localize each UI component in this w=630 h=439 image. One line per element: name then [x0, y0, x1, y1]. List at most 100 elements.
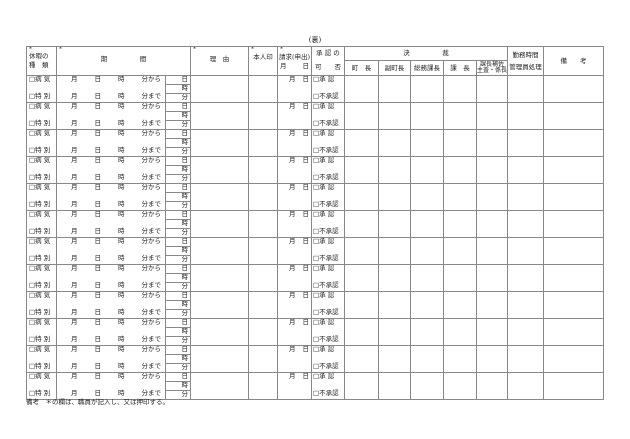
- work-time-cell[interactable]: [507, 345, 545, 373]
- reason-cell[interactable]: [190, 183, 249, 211]
- assistant-chief-seal-cell[interactable]: [475, 237, 509, 265]
- period-cell[interactable]: 月日時分から月日時分まで: [56, 156, 166, 184]
- days-cell[interactable]: 日: [165, 210, 191, 220]
- remarks-cell[interactable]: [543, 291, 605, 319]
- leave-kind-cell[interactable]: □病 気 □特 別: [26, 156, 57, 184]
- assistant-chief-seal-cell[interactable]: [475, 210, 509, 238]
- general-affairs-chief-seal-cell[interactable]: [410, 345, 444, 373]
- remarks-cell[interactable]: [543, 102, 605, 130]
- mayor-seal-cell[interactable]: [344, 102, 379, 130]
- request-date-cell[interactable]: 月日: [277, 318, 312, 346]
- request-date-cell[interactable]: 月日: [277, 156, 312, 184]
- leave-kind-cell[interactable]: □病 気 □特 別: [26, 291, 57, 319]
- request-date-cell[interactable]: 月日: [277, 372, 312, 400]
- section-chief-seal-cell[interactable]: [443, 291, 477, 319]
- request-date-cell[interactable]: 月日: [277, 264, 312, 292]
- assistant-chief-seal-cell[interactable]: [475, 129, 509, 157]
- section-chief-seal-cell[interactable]: [443, 102, 477, 130]
- general-affairs-chief-seal-cell[interactable]: [410, 75, 444, 103]
- assistant-chief-seal-cell[interactable]: [475, 183, 509, 211]
- days-cell[interactable]: 日: [165, 156, 191, 166]
- leave-kind-cell[interactable]: □病 気 □特 別: [26, 372, 57, 400]
- leave-kind-cell[interactable]: □病 気 □特 別: [26, 237, 57, 265]
- approval-cell[interactable]: □承 認 □不承認: [311, 102, 345, 130]
- reason-cell[interactable]: [190, 345, 249, 373]
- seal-cell[interactable]: [248, 318, 278, 346]
- approval-cell[interactable]: □承 認 □不承認: [311, 345, 345, 373]
- deputy-mayor-seal-cell[interactable]: [378, 129, 411, 157]
- mayor-seal-cell[interactable]: [344, 75, 379, 103]
- minutes-cell[interactable]: 分: [165, 147, 191, 157]
- minutes-cell[interactable]: 分: [165, 282, 191, 292]
- minutes-cell[interactable]: 分: [165, 120, 191, 130]
- assistant-chief-seal-cell[interactable]: [475, 102, 509, 130]
- hours-cell[interactable]: 時: [165, 165, 191, 175]
- work-time-cell[interactable]: [507, 156, 545, 184]
- leave-kind-cell[interactable]: □病 気 □特 別: [26, 102, 57, 130]
- approval-cell[interactable]: □承 認 □不承認: [311, 264, 345, 292]
- section-chief-seal-cell[interactable]: [443, 183, 477, 211]
- work-time-cell[interactable]: [507, 75, 545, 103]
- seal-cell[interactable]: [248, 156, 278, 184]
- seal-cell[interactable]: [248, 75, 278, 103]
- remarks-cell[interactable]: [543, 156, 605, 184]
- hours-cell[interactable]: 時: [165, 84, 191, 94]
- days-cell[interactable]: 日: [165, 345, 191, 355]
- period-cell[interactable]: 月日時分から月日時分まで: [56, 183, 166, 211]
- request-date-cell[interactable]: 月日: [277, 210, 312, 238]
- deputy-mayor-seal-cell[interactable]: [378, 318, 411, 346]
- assistant-chief-seal-cell[interactable]: [475, 264, 509, 292]
- approval-cell[interactable]: □承 認 □不承認: [311, 183, 345, 211]
- general-affairs-chief-seal-cell[interactable]: [410, 210, 444, 238]
- general-affairs-chief-seal-cell[interactable]: [410, 291, 444, 319]
- remarks-cell[interactable]: [543, 210, 605, 238]
- reason-cell[interactable]: [190, 291, 249, 319]
- seal-cell[interactable]: [248, 264, 278, 292]
- mayor-seal-cell[interactable]: [344, 129, 379, 157]
- section-chief-seal-cell[interactable]: [443, 318, 477, 346]
- work-time-cell[interactable]: [507, 318, 545, 346]
- work-time-cell[interactable]: [507, 129, 545, 157]
- days-cell[interactable]: 日: [165, 183, 191, 193]
- deputy-mayor-seal-cell[interactable]: [378, 291, 411, 319]
- hours-cell[interactable]: 時: [165, 246, 191, 256]
- general-affairs-chief-seal-cell[interactable]: [410, 264, 444, 292]
- period-cell[interactable]: 月日時分から月日時分まで: [56, 210, 166, 238]
- mayor-seal-cell[interactable]: [344, 237, 379, 265]
- section-chief-seal-cell[interactable]: [443, 345, 477, 373]
- seal-cell[interactable]: [248, 129, 278, 157]
- hours-cell[interactable]: 時: [165, 381, 191, 391]
- minutes-cell[interactable]: 分: [165, 201, 191, 211]
- approval-cell[interactable]: □承 認 □不承認: [311, 372, 345, 400]
- minutes-cell[interactable]: 分: [165, 309, 191, 319]
- request-date-cell[interactable]: 月日: [277, 183, 312, 211]
- period-cell[interactable]: 月日時分から月日時分まで: [56, 129, 166, 157]
- deputy-mayor-seal-cell[interactable]: [378, 210, 411, 238]
- general-affairs-chief-seal-cell[interactable]: [410, 318, 444, 346]
- request-date-cell[interactable]: 月日: [277, 345, 312, 373]
- mayor-seal-cell[interactable]: [344, 318, 379, 346]
- remarks-cell[interactable]: [543, 345, 605, 373]
- request-date-cell[interactable]: 月日: [277, 75, 312, 103]
- period-cell[interactable]: 月日時分から月日時分まで: [56, 291, 166, 319]
- work-time-cell[interactable]: [507, 183, 545, 211]
- minutes-cell[interactable]: 分: [165, 93, 191, 103]
- work-time-cell[interactable]: [507, 372, 545, 400]
- assistant-chief-seal-cell[interactable]: [475, 291, 509, 319]
- remarks-cell[interactable]: [543, 129, 605, 157]
- remarks-cell[interactable]: [543, 318, 605, 346]
- mayor-seal-cell[interactable]: [344, 345, 379, 373]
- deputy-mayor-seal-cell[interactable]: [378, 156, 411, 184]
- section-chief-seal-cell[interactable]: [443, 264, 477, 292]
- reason-cell[interactable]: [190, 75, 249, 103]
- minutes-cell[interactable]: 分: [165, 390, 191, 400]
- assistant-chief-seal-cell[interactable]: [475, 156, 509, 184]
- assistant-chief-seal-cell[interactable]: [475, 345, 509, 373]
- work-time-cell[interactable]: [507, 102, 545, 130]
- hours-cell[interactable]: 時: [165, 354, 191, 364]
- assistant-chief-seal-cell[interactable]: [475, 372, 509, 400]
- work-time-cell[interactable]: [507, 237, 545, 265]
- section-chief-seal-cell[interactable]: [443, 75, 477, 103]
- hours-cell[interactable]: 時: [165, 138, 191, 148]
- reason-cell[interactable]: [190, 156, 249, 184]
